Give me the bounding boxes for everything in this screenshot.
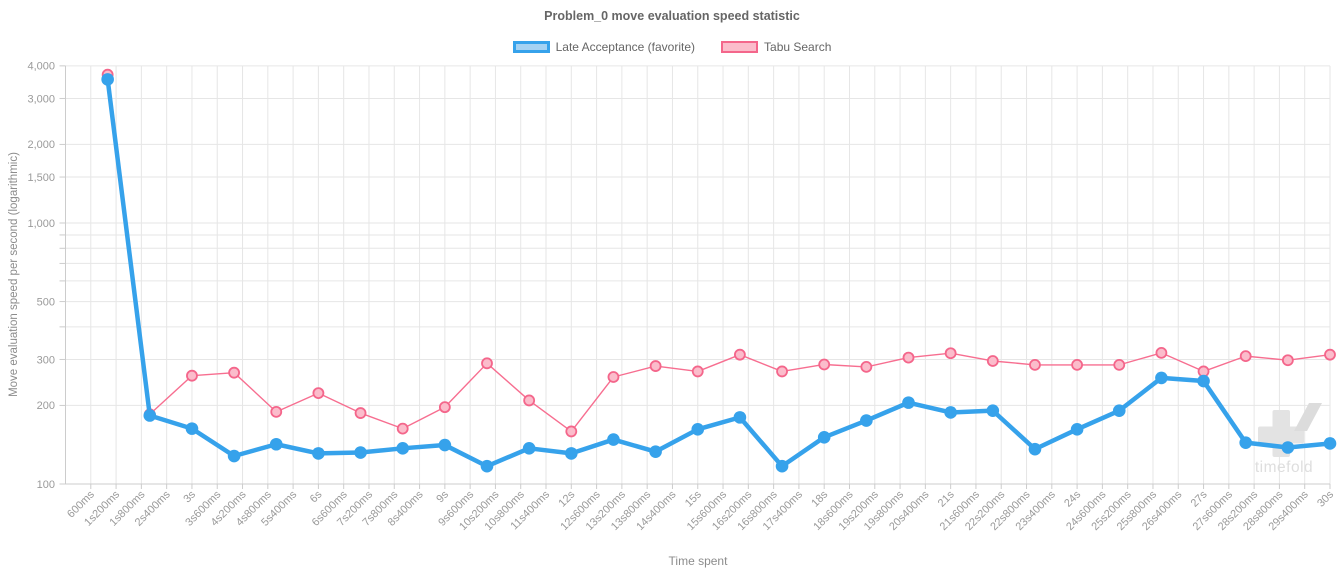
tabu-search-point[interactable] — [1239, 350, 1252, 363]
late-acceptance-point[interactable] — [396, 442, 410, 455]
late-acceptance-point[interactable] — [101, 73, 114, 86]
tabu-search-point[interactable] — [481, 357, 493, 370]
x-tick-label: 9s — [434, 488, 451, 505]
late-acceptance-point[interactable] — [143, 409, 157, 422]
y-tick-label: 500 — [37, 296, 55, 308]
tabu-search-point[interactable] — [396, 422, 409, 435]
tabu-search-point[interactable] — [860, 360, 873, 373]
late-acceptance-point[interactable] — [1281, 441, 1295, 454]
y-tick-label: 3,000 — [27, 93, 55, 105]
tabu-search-point[interactable] — [649, 360, 662, 372]
legend-label-late-acceptance: Late Acceptance (favorite) — [555, 40, 696, 54]
tabu-search-point[interactable] — [944, 347, 957, 360]
x-tick-label: 6s — [308, 488, 325, 505]
late-acceptance-point[interactable] — [312, 447, 325, 460]
late-acceptance-point[interactable] — [607, 433, 620, 446]
x-tick-label: 15s — [683, 488, 704, 509]
legend-swatch-tabu-search — [721, 41, 759, 53]
tabu-search-point[interactable] — [186, 369, 198, 382]
series-late-acceptance — [101, 73, 1337, 473]
late-acceptance-point[interactable] — [1239, 436, 1252, 449]
tabu-search-point[interactable] — [228, 366, 241, 379]
x-axis-title: Time spent — [668, 554, 728, 568]
series-tabu-search — [101, 68, 1336, 438]
y-tick-label: 100 — [37, 479, 55, 491]
tabu-search-point[interactable] — [1155, 346, 1168, 359]
tabu-search-point[interactable] — [691, 365, 704, 378]
late-acceptance-point[interactable] — [1112, 404, 1126, 417]
x-tick-label: 21s — [936, 488, 957, 509]
late-acceptance-line — [105, 77, 1333, 469]
tabu-search-point[interactable] — [354, 407, 367, 419]
late-acceptance-point[interactable] — [649, 445, 662, 458]
watermark-logo-horizontal-bar — [1258, 426, 1304, 444]
tabu-search-point[interactable] — [438, 401, 451, 414]
late-acceptance-point[interactable] — [185, 422, 199, 435]
tabu-search-line — [106, 74, 1331, 433]
gridlines — [65, 65, 1331, 485]
legend-item-late-acceptance[interactable]: Late Acceptance (favorite) — [512, 40, 696, 54]
late-acceptance-point[interactable] — [775, 459, 789, 473]
late-acceptance-point[interactable] — [565, 447, 578, 460]
x-tick-label: 24s — [1062, 488, 1083, 509]
tabu-search-point[interactable] — [565, 425, 578, 438]
x-tick-label: 18s — [809, 488, 830, 509]
y-tick-label: 4,000 — [27, 61, 55, 73]
tabu-search-point[interactable] — [1029, 358, 1041, 371]
x-tick-label: 3s — [181, 488, 198, 505]
tabu-search-point[interactable] — [607, 371, 620, 383]
late-acceptance-point[interactable] — [1155, 371, 1168, 385]
late-acceptance-point[interactable] — [986, 404, 1000, 417]
tabu-search-point[interactable] — [776, 365, 788, 378]
late-acceptance-point[interactable] — [227, 449, 241, 463]
late-acceptance-point[interactable] — [944, 406, 957, 419]
x-tick-label: 12s — [556, 488, 577, 509]
tabu-search-point[interactable] — [270, 405, 283, 418]
legend-swatch-late-acceptance — [512, 41, 550, 53]
late-acceptance-point[interactable] — [438, 438, 452, 452]
legend-label-tabu-search: Tabu Search — [764, 40, 832, 54]
legend-item-tabu-search[interactable]: Tabu Search — [721, 40, 831, 54]
tabu-search-point[interactable] — [1113, 358, 1126, 371]
late-acceptance-point[interactable] — [860, 414, 873, 427]
tabu-search-point[interactable] — [1324, 348, 1336, 361]
late-acceptance-point[interactable] — [817, 430, 831, 444]
watermark-logo-slash — [1294, 403, 1322, 431]
tabu-search-point[interactable] — [818, 358, 831, 371]
tabu-search-point[interactable] — [523, 394, 536, 407]
late-acceptance-point[interactable] — [354, 446, 367, 459]
y-tick-label: 2,000 — [27, 139, 55, 151]
late-acceptance-point[interactable] — [1323, 437, 1337, 450]
late-acceptance-point[interactable] — [522, 442, 536, 455]
legend: Late Acceptance (favorite) Tabu Search — [0, 40, 1344, 54]
late-acceptance-point[interactable] — [480, 459, 494, 473]
y-tick-label: 1,500 — [27, 172, 55, 184]
late-acceptance-point[interactable] — [733, 411, 747, 424]
late-acceptance-point[interactable] — [1028, 442, 1042, 456]
y-tick-label: 1,000 — [27, 218, 55, 230]
chart-title: Problem_0 move evaluation speed statisti… — [544, 9, 800, 23]
late-acceptance-point[interactable] — [269, 437, 283, 451]
tabu-search-point[interactable] — [734, 348, 746, 361]
late-acceptance-point[interactable] — [902, 396, 915, 409]
axes — [59, 65, 1331, 489]
x-tick-label: 30s — [1315, 488, 1336, 509]
watermark-text: timefold — [1255, 459, 1313, 476]
tabu-search-point[interactable] — [1071, 358, 1083, 371]
y-tick-label: 200 — [37, 400, 55, 412]
tabu-search-point[interactable] — [1281, 354, 1294, 367]
tabu-search-point[interactable] — [986, 355, 999, 367]
y-tick-label: 300 — [37, 354, 55, 366]
x-tick-label: 27s — [1189, 488, 1210, 509]
late-acceptance-point[interactable] — [691, 423, 705, 436]
timefold-watermark: timefold — [1255, 403, 1322, 476]
tabu-search-point[interactable] — [902, 351, 915, 364]
tabu-search-point[interactable] — [312, 387, 325, 399]
late-acceptance-point[interactable] — [1197, 374, 1210, 388]
late-acceptance-point[interactable] — [1070, 423, 1084, 436]
